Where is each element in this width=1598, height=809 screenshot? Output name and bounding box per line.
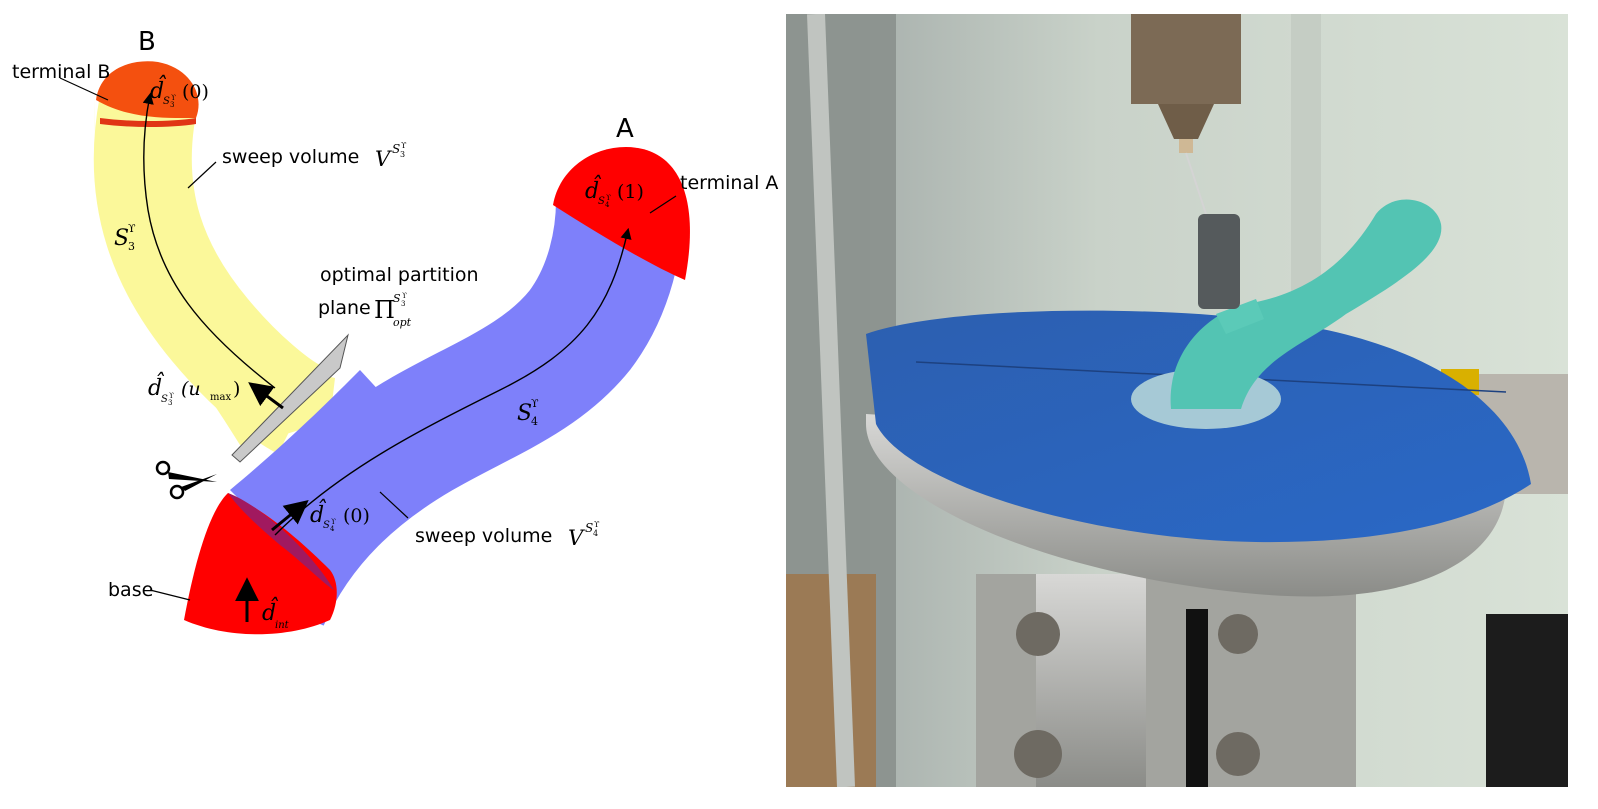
s3-sup: ϒ — [128, 222, 136, 235]
d-s3-0-arg: (0) — [182, 81, 209, 103]
leader-terminal-b — [59, 77, 109, 101]
s4-axis-curve — [274, 227, 632, 536]
d-umax-symbol: d̂ — [148, 372, 165, 401]
d-s4-1-symbol: d̂ — [585, 175, 602, 204]
d-umax-arg: (u — [181, 378, 201, 400]
d-umax-arg-close: ) — [233, 378, 240, 400]
d-s3-0-sub: S — [163, 96, 170, 107]
point-a-label: A — [616, 114, 634, 144]
v-s4-symbol: V — [568, 526, 585, 550]
terminal-b-label: terminal B — [12, 61, 110, 83]
d-s4-1-sub-n: 4 — [605, 201, 610, 209]
s4-sup: ϒ — [531, 397, 539, 410]
partition-label-line1: optimal partition — [320, 264, 479, 286]
d-s4-1-sub: S — [598, 196, 605, 207]
arrow-umax — [248, 382, 284, 410]
d-s4-0-symbol: d̂ — [310, 499, 327, 528]
printed-cyan-branch-icon — [1170, 199, 1442, 409]
terminal-b-speckle — [100, 118, 196, 127]
d-int-symbol: d̂ — [262, 597, 279, 626]
point-b-label: B — [138, 27, 156, 57]
d-umax-sub: S — [161, 394, 168, 405]
d-s4-0-arg: (0) — [343, 505, 370, 527]
partition-label-line2: plane — [318, 297, 371, 319]
v-s3-sup-sub: 3 — [400, 150, 405, 159]
pi-sup-upsilon: ϒ — [402, 292, 407, 300]
pi-sup-sub: 3 — [401, 300, 405, 308]
pi-sup: S — [393, 292, 401, 305]
s3-axis-curve — [142, 92, 276, 389]
scissors-icon — [155, 460, 217, 500]
leader-sweep-upper — [187, 161, 217, 189]
s3-sub: 3 — [128, 240, 135, 253]
d-s3-0-sub-u: ϒ — [171, 94, 176, 102]
v-s3-symbol: V — [375, 147, 392, 171]
d-s3-0-sub-n: 3 — [170, 101, 174, 109]
d-s4-0-sub-n: 4 — [330, 525, 335, 533]
d-s3-0-symbol: d̂ — [150, 75, 167, 104]
filament-strand-icon — [1185, 152, 1207, 215]
s3-symbol: S — [114, 226, 129, 251]
v-s3-sup-upsilon: ϒ — [401, 141, 407, 150]
d-s4-1-sub-u: ϒ — [606, 194, 611, 202]
d-umax-arg-sub: max — [210, 392, 231, 403]
d-umax-sub-n: 3 — [168, 399, 172, 407]
sweep-volume-upper-label: sweep volume — [222, 146, 359, 168]
printed-gray-stack — [1198, 214, 1240, 309]
d-s4-1-arg: (1) — [617, 181, 644, 203]
sweep-volume-lower-label: sweep volume — [415, 525, 552, 547]
arrow-s4-start — [271, 499, 309, 532]
d-s4-0-sub-u: ϒ — [331, 518, 336, 526]
leader-base — [149, 589, 191, 601]
leader-sweep-lower — [379, 491, 409, 519]
v-s4-sup-upsilon: ϒ — [594, 520, 600, 529]
socket-bolts-icon — [1014, 612, 1260, 778]
d-umax-sub-u: ϒ — [169, 392, 174, 400]
print-nozzle-icon — [1131, 14, 1241, 153]
pi-sub: opt — [393, 316, 412, 329]
v-s4-sup: S — [585, 521, 593, 535]
v-s3-sup: S — [392, 142, 400, 156]
v-s4-sup-sub: 4 — [593, 529, 598, 538]
base-red — [184, 493, 337, 635]
terminal-a-red — [553, 147, 690, 280]
base-seam — [228, 493, 334, 590]
pi-symbol: Π — [374, 296, 395, 324]
d-s4-0-sub: S — [323, 520, 330, 531]
s4-symbol: S — [517, 401, 532, 426]
terminal-b-orange — [96, 61, 199, 119]
partition-plane — [231, 333, 349, 463]
base-label: base — [108, 579, 153, 601]
sweep-volume-diagram: B A terminal B terminal A base sweep vol… — [12, 27, 778, 635]
terminal-a-label: terminal A — [680, 172, 778, 194]
d-int-sub: int — [275, 620, 290, 631]
blue-branch-joint — [230, 370, 420, 560]
leader-terminal-a — [649, 195, 677, 214]
printed-part-photo — [786, 14, 1568, 787]
s4-sub: 4 — [531, 415, 538, 428]
